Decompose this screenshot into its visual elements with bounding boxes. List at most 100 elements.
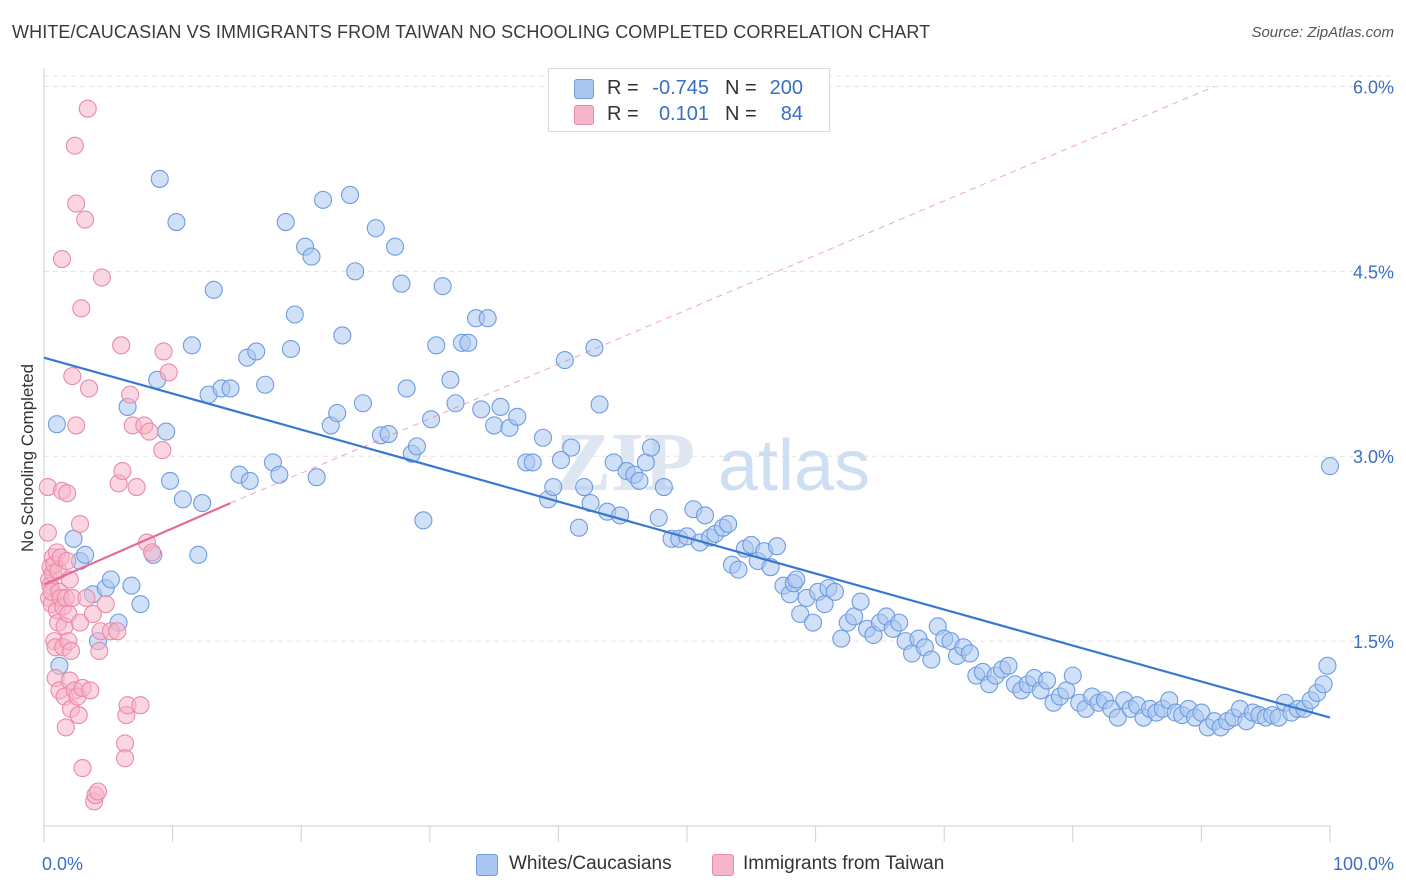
data-point-taiwan — [153, 441, 172, 460]
data-point-whites — [604, 453, 623, 472]
chart-title: WHITE/CAUCASIAN VS IMMIGRANTS FROM TAIWA… — [12, 22, 931, 42]
data-point-whites — [569, 518, 589, 537]
data-point-whites — [150, 169, 169, 188]
data-point-whites — [314, 190, 333, 209]
data-point-whites — [585, 338, 604, 357]
data-point-taiwan — [61, 641, 81, 661]
data-point-whites — [575, 478, 594, 497]
data-point-whites — [654, 478, 673, 497]
legend-n-label: N = — [725, 103, 757, 125]
trendline-taiwan — [230, 86, 1215, 504]
data-point-taiwan — [88, 782, 108, 801]
data-point-whites — [533, 428, 553, 447]
data-point-whites — [189, 545, 208, 564]
data-point-whites — [173, 490, 192, 509]
legend-n-label: N = — [725, 77, 757, 99]
data-point-taiwan — [58, 551, 77, 571]
data-point-whites — [459, 333, 478, 352]
data-point-whites — [630, 471, 649, 490]
data-point-whites — [341, 185, 360, 204]
data-point-whites — [270, 465, 289, 484]
data-point-whites — [960, 644, 979, 663]
data-point-whites — [433, 277, 452, 296]
y-tick-label: 6.0% — [1353, 77, 1394, 97]
y-tick-label: 4.5% — [1353, 262, 1394, 282]
series-legend: Whites/Caucasians Immigrants from Taiwan — [0, 852, 1406, 878]
legend-swatch-taiwan — [574, 105, 594, 125]
series-label-taiwan: Immigrants from Taiwan — [743, 853, 945, 874]
data-point-whites — [999, 656, 1018, 675]
data-point-whites — [767, 537, 787, 556]
data-point-whites — [256, 375, 275, 394]
data-point-taiwan — [108, 622, 127, 641]
data-point-whites — [346, 262, 365, 281]
data-point-taiwan — [67, 416, 86, 435]
data-point-whites — [397, 379, 416, 398]
data-point-whites — [803, 613, 823, 632]
data-point-taiwan — [73, 759, 92, 778]
data-point-whites — [555, 351, 574, 370]
data-point-whites — [851, 592, 870, 611]
trendline-taiwan — [43, 502, 231, 586]
data-point-whites — [307, 468, 326, 487]
y-tick-label: 3.0% — [1353, 447, 1394, 467]
data-point-whites — [641, 438, 661, 457]
data-point-whites — [441, 370, 460, 389]
data-point-whites — [422, 410, 441, 429]
data-point-taiwan — [112, 336, 131, 355]
data-point-whites — [281, 339, 300, 359]
data-point-whites — [544, 478, 563, 497]
data-point-taiwan — [92, 268, 111, 287]
data-point-whites — [1038, 671, 1057, 690]
data-point-taiwan — [142, 543, 162, 562]
data-point-whites — [407, 437, 426, 456]
data-point-whites — [825, 582, 844, 601]
data-point-whites — [719, 514, 738, 534]
data-point-whites — [333, 326, 352, 345]
data-point-whites — [204, 280, 223, 299]
data-point-taiwan — [72, 299, 91, 318]
data-point-whites — [791, 604, 810, 624]
data-point-whites — [491, 397, 510, 416]
y-axis-label: No Schooling Completed — [18, 364, 37, 552]
data-point-taiwan — [77, 588, 96, 608]
data-point-whites — [47, 415, 66, 434]
data-point-taiwan — [78, 99, 97, 118]
x-tick-label: 100.0% — [1333, 854, 1394, 874]
data-point-taiwan — [131, 696, 150, 715]
data-point-whites — [472, 400, 491, 419]
legend-row-whites: R = -0.745 N = 200 — [549, 75, 829, 101]
data-point-whites — [160, 471, 180, 490]
data-point-taiwan — [65, 136, 84, 155]
data-point-taiwan — [115, 749, 135, 768]
data-point-whites — [1108, 708, 1127, 727]
data-point-taiwan — [52, 249, 72, 269]
data-point-taiwan — [70, 514, 90, 534]
x-tick-label: 0.0% — [42, 854, 83, 874]
data-point-whites — [1318, 656, 1337, 675]
data-point-taiwan — [58, 484, 77, 503]
data-point-whites — [302, 247, 321, 266]
data-point-taiwan — [127, 478, 146, 497]
data-point-taiwan — [70, 613, 90, 632]
data-point-whites — [240, 471, 259, 490]
data-point-whites — [122, 576, 141, 595]
legend-r-label: R = — [607, 77, 639, 99]
legend-n-value: 84 — [780, 103, 803, 125]
data-point-taiwan — [113, 461, 132, 481]
data-point-taiwan — [96, 595, 115, 614]
data-point-whites — [1320, 457, 1340, 476]
data-point-taiwan — [121, 385, 140, 404]
data-point-taiwan — [83, 604, 102, 624]
series-label-whites: Whites/Caucasians — [509, 853, 672, 874]
data-point-whites — [1314, 675, 1333, 694]
series-swatch-taiwan — [712, 854, 734, 876]
data-point-whites — [193, 494, 212, 513]
data-point-taiwan — [159, 363, 178, 382]
series-swatch-whites — [476, 854, 498, 876]
legend-n-value: 200 — [769, 77, 803, 99]
data-point-taiwan — [79, 379, 99, 398]
legend-r-label: R = — [607, 103, 639, 125]
data-point-whites — [427, 336, 446, 355]
data-point-whites — [922, 650, 941, 669]
